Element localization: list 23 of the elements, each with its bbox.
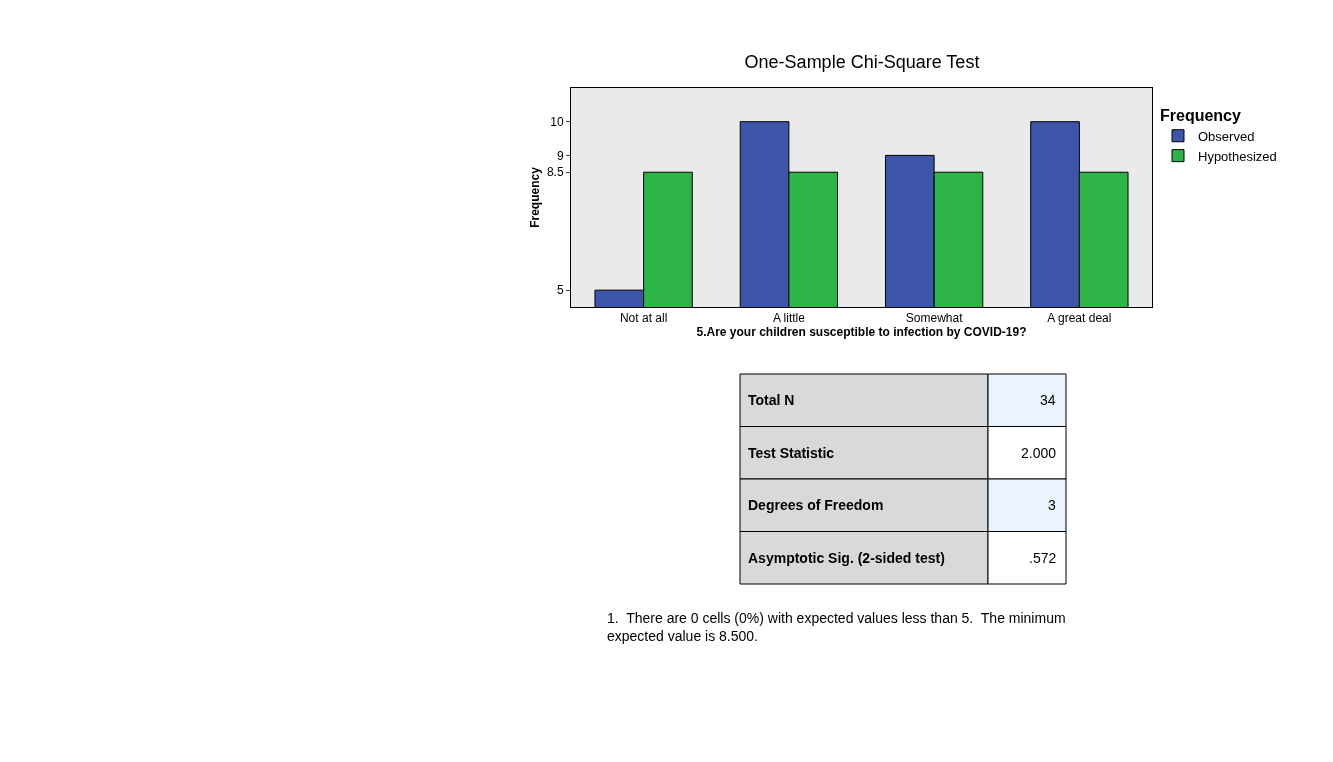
x-tick-label: Not at all bbox=[619, 311, 668, 326]
y-tick-label: 8.5 bbox=[546, 165, 564, 180]
text: Total N bbox=[748, 392, 795, 408]
chart-title: One-Sample Chi-Square Test bbox=[744, 52, 980, 73]
text: Degrees of Freedom bbox=[748, 497, 884, 513]
x-tick-label: Somewhat bbox=[905, 311, 964, 326]
legend-label: Observed bbox=[1198, 128, 1255, 144]
y-tick-label: 10 bbox=[550, 114, 564, 129]
text: 2.000 bbox=[1021, 445, 1057, 461]
text: .572 bbox=[1029, 550, 1057, 566]
x-tick-label: A little bbox=[772, 311, 806, 326]
legend-title: Frequency bbox=[1160, 106, 1242, 124]
text: 1. There are 0 cells (0%) with expected values less than 5. The minimum expected value is 8.500. bbox=[607, 610, 1066, 645]
text: 3 bbox=[1048, 497, 1056, 513]
text: 34 bbox=[1040, 392, 1056, 408]
x-axis-title: 5.Are your children susceptible to infection by COVID-19? bbox=[696, 325, 1027, 340]
text: Asymptotic Sig. (2-sided test) bbox=[748, 550, 945, 566]
text: Test Statistic bbox=[748, 445, 835, 461]
y-tick-label: 5 bbox=[556, 283, 564, 298]
legend-label: Hypothesized bbox=[1198, 148, 1277, 164]
y-axis-title: Frequency bbox=[528, 166, 543, 228]
y-tick-label: 9 bbox=[556, 148, 564, 163]
x-tick-label: A great deal bbox=[1047, 311, 1112, 326]
